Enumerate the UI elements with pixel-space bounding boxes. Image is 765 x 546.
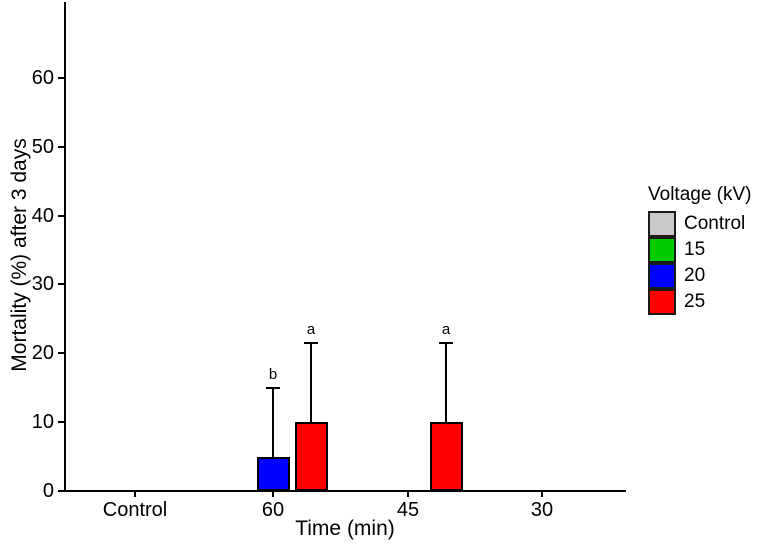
y-axis-line xyxy=(64,2,66,492)
x-tick-label: 30 xyxy=(530,499,554,521)
error-bar-cap xyxy=(304,341,318,344)
error-bar-line xyxy=(310,342,312,423)
y-tick xyxy=(58,76,65,79)
legend-swatch-icon xyxy=(648,237,676,263)
x-tick-label: Control xyxy=(102,499,168,521)
legend: Voltage (kV) Control 15 20 25 xyxy=(648,184,752,315)
x-axis-title: Time (min) xyxy=(295,517,395,540)
x-tick-label: 60 xyxy=(261,499,285,521)
error-bar-cap xyxy=(439,341,453,344)
bar xyxy=(294,422,328,491)
significance-label: a xyxy=(441,320,451,338)
x-axis-line xyxy=(64,490,626,492)
x-tick-label: 45 xyxy=(396,499,420,521)
x-tick xyxy=(407,491,409,497)
y-tick xyxy=(58,352,65,355)
y-tick-label: 40 xyxy=(31,204,54,227)
error-bar-cap xyxy=(266,386,280,389)
legend-label: 20 xyxy=(684,265,706,286)
significance-label: b xyxy=(268,365,278,383)
y-tick-label: 30 xyxy=(31,273,54,296)
legend-item: 20 xyxy=(648,263,752,289)
y-tick xyxy=(58,490,65,492)
legend-item: 25 xyxy=(648,289,752,315)
y-tick xyxy=(58,145,65,148)
y-tick-label: 10 xyxy=(31,411,54,434)
legend-label: Control xyxy=(684,213,746,234)
significance-label: a xyxy=(306,320,316,338)
x-tick xyxy=(134,491,136,497)
y-tick-label: 50 xyxy=(31,135,54,158)
y-tick-label: 60 xyxy=(31,66,54,89)
error-bar-line xyxy=(445,342,447,423)
y-axis-title: Mortality (%) after 3 days xyxy=(8,138,31,372)
bar xyxy=(256,456,290,491)
y-tick xyxy=(58,283,65,286)
y-tick xyxy=(58,214,65,217)
error-bar-line xyxy=(272,387,274,457)
legend-swatch-icon xyxy=(648,263,676,289)
y-tick xyxy=(58,421,65,424)
legend-title: Voltage (kV) xyxy=(648,184,752,205)
x-tick xyxy=(272,491,274,497)
legend-label: 15 xyxy=(684,239,706,260)
bar xyxy=(429,422,463,491)
legend-label: 25 xyxy=(684,291,706,312)
x-tick xyxy=(541,491,543,497)
legend-item: Control xyxy=(648,211,752,237)
legend-swatch-icon xyxy=(648,211,676,237)
y-tick-label: 0 xyxy=(42,480,54,502)
y-tick-label: 20 xyxy=(31,342,54,365)
legend-swatch-icon xyxy=(648,289,676,315)
legend-item: 15 xyxy=(648,237,752,263)
legend-items: Control 15 20 25 xyxy=(648,211,752,315)
